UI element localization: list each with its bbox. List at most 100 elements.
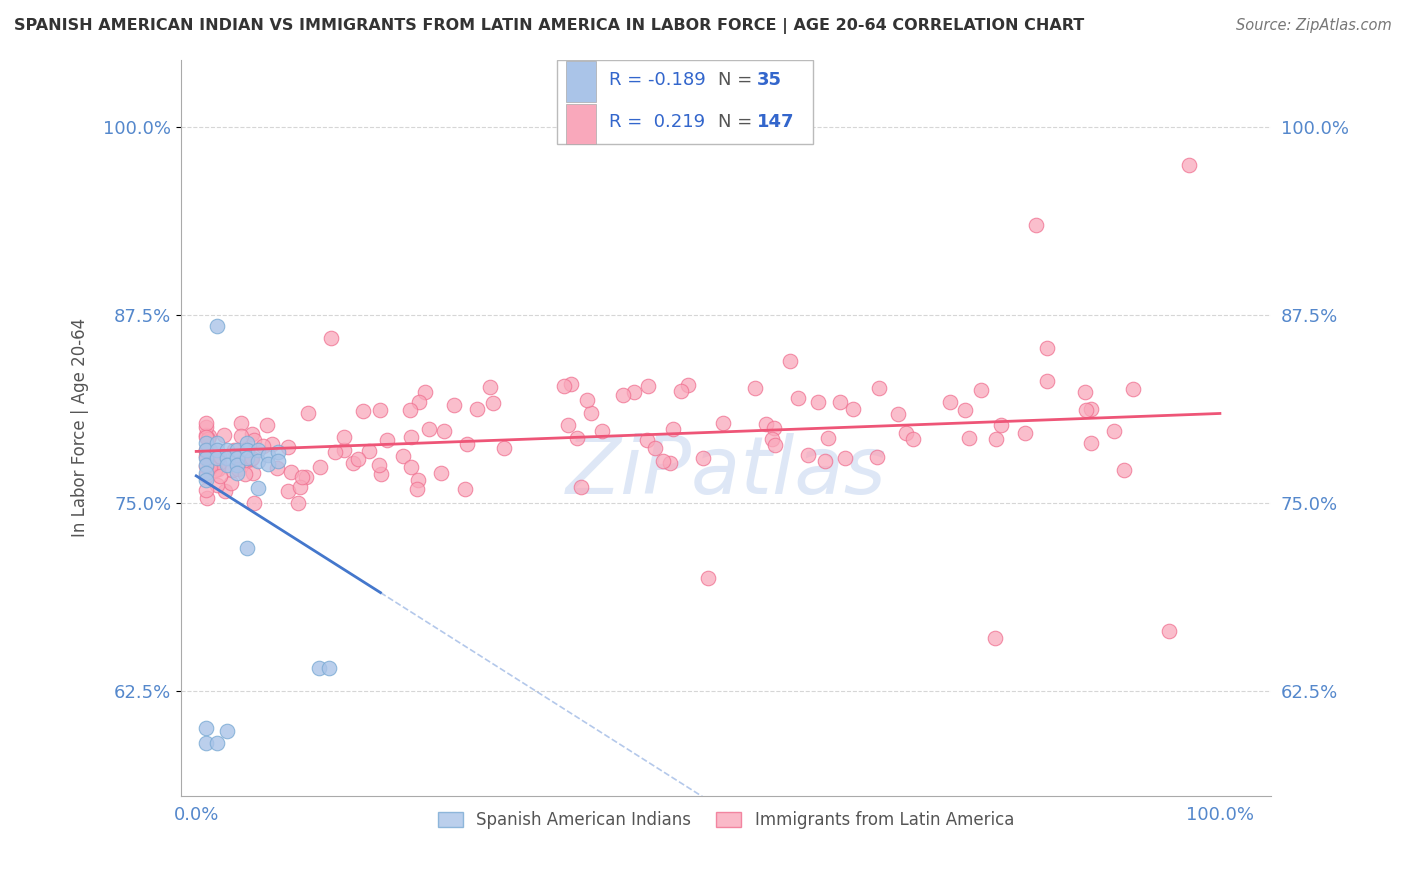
- Point: [957, 431, 980, 445]
- Point: [197, 429, 219, 443]
- Point: [786, 391, 808, 405]
- Point: [246, 454, 269, 468]
- Point: [212, 428, 235, 442]
- Point: [287, 496, 309, 510]
- Point: [970, 383, 993, 397]
- Point: [257, 457, 280, 471]
- Point: [465, 402, 488, 417]
- Point: [579, 406, 602, 420]
- Point: [195, 416, 218, 430]
- Point: [901, 432, 924, 446]
- Point: [215, 724, 238, 739]
- Point: [319, 331, 342, 345]
- Point: [236, 541, 259, 555]
- Text: N =: N =: [718, 70, 752, 88]
- Point: [1122, 382, 1144, 396]
- Point: [454, 483, 477, 497]
- Point: [342, 456, 364, 470]
- Legend: Spanish American Indians, Immigrants from Latin America: Spanish American Indians, Immigrants fro…: [432, 805, 1021, 836]
- Point: [208, 449, 231, 463]
- FancyBboxPatch shape: [557, 60, 813, 145]
- Point: [443, 398, 465, 412]
- Point: [323, 445, 346, 459]
- Point: [295, 470, 318, 484]
- Point: [195, 458, 218, 473]
- Point: [308, 661, 330, 675]
- Point: [479, 380, 502, 394]
- Point: [240, 427, 263, 442]
- Point: [1157, 624, 1180, 638]
- Point: [215, 443, 238, 458]
- Point: [433, 424, 456, 438]
- Point: [565, 431, 588, 445]
- Point: [1080, 402, 1102, 417]
- Point: [257, 448, 280, 462]
- Point: [1074, 402, 1097, 417]
- Point: [229, 416, 252, 430]
- Point: [195, 443, 218, 458]
- Point: [198, 442, 221, 457]
- Point: [246, 481, 269, 495]
- Point: [207, 461, 229, 475]
- Point: [195, 435, 218, 450]
- Point: [209, 469, 232, 483]
- Point: [200, 458, 222, 472]
- Point: [557, 417, 579, 432]
- Point: [205, 318, 228, 333]
- Point: [277, 440, 299, 454]
- Point: [762, 421, 785, 435]
- Point: [865, 450, 887, 464]
- Point: [195, 466, 218, 480]
- Point: [205, 435, 228, 450]
- Point: [267, 445, 290, 459]
- Point: [1104, 425, 1126, 439]
- Point: [195, 442, 218, 457]
- Point: [195, 474, 218, 488]
- Point: [413, 384, 436, 399]
- Point: [226, 450, 249, 465]
- Point: [984, 432, 1007, 446]
- Point: [405, 483, 427, 497]
- Text: SPANISH AMERICAN INDIAN VS IMMIGRANTS FROM LATIN AMERICA IN LABOR FORCE | AGE 20: SPANISH AMERICAN INDIAN VS IMMIGRANTS FR…: [14, 18, 1084, 34]
- Point: [266, 461, 288, 475]
- Point: [834, 450, 856, 465]
- Point: [1025, 218, 1047, 232]
- Point: [236, 443, 259, 458]
- Point: [939, 395, 962, 409]
- Point: [195, 737, 218, 751]
- Point: [198, 460, 221, 475]
- Point: [576, 393, 599, 408]
- Point: [242, 496, 264, 510]
- Point: [697, 571, 720, 585]
- Point: [195, 427, 218, 442]
- Point: [659, 456, 682, 470]
- Point: [207, 456, 229, 470]
- Point: [195, 722, 218, 736]
- Point: [195, 430, 218, 444]
- Point: [763, 437, 786, 451]
- Point: [233, 467, 256, 481]
- Point: [807, 395, 830, 409]
- Point: [308, 459, 330, 474]
- Point: [408, 395, 430, 409]
- Point: [456, 437, 478, 451]
- Point: [195, 450, 218, 465]
- Point: [357, 444, 380, 458]
- Point: [252, 439, 274, 453]
- Point: [869, 380, 891, 394]
- Point: [1178, 158, 1201, 172]
- Point: [662, 422, 685, 436]
- Point: [291, 470, 314, 484]
- Point: [623, 385, 645, 400]
- Point: [215, 450, 238, 465]
- Point: [236, 435, 259, 450]
- Point: [214, 484, 236, 499]
- Point: [332, 443, 354, 458]
- Point: [222, 442, 245, 457]
- Point: [207, 452, 229, 467]
- Point: [297, 407, 319, 421]
- Point: [367, 458, 389, 472]
- Point: [406, 474, 429, 488]
- Text: R =  0.219: R = 0.219: [609, 113, 706, 131]
- Point: [612, 388, 634, 402]
